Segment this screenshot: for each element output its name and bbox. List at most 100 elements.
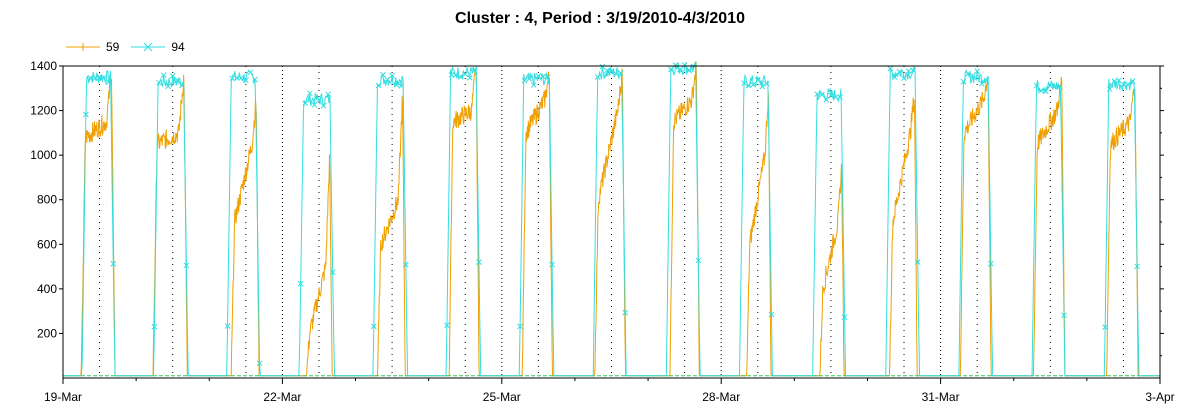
series-94-marker	[151, 323, 158, 330]
series-94-marker	[444, 322, 450, 329]
series-94-marker	[398, 83, 405, 89]
series-94-marker	[325, 91, 331, 98]
legend-swatch-94	[131, 42, 166, 52]
series-94-marker	[370, 323, 377, 330]
series-94-marker	[828, 92, 834, 99]
series-94-marker	[83, 111, 89, 118]
series-94-marker	[608, 68, 615, 75]
series-94-marker	[306, 90, 313, 97]
series-94-marker	[1102, 324, 1109, 330]
series-94-marker	[247, 69, 254, 76]
x-tick-label: 3-Apr	[1145, 390, 1174, 404]
series-94-marker	[759, 83, 766, 90]
series-94-marker	[238, 75, 245, 81]
series-94-marker	[668, 66, 674, 73]
series-94-marker	[229, 75, 235, 82]
series-94-marker	[165, 83, 171, 90]
y-tick-label: 1400	[30, 59, 57, 73]
series-94-marker	[754, 77, 761, 83]
series-94-marker	[233, 75, 240, 81]
y-tick-label: 1200	[30, 104, 57, 118]
series-94-marker	[521, 77, 528, 84]
x-tick-label: 31-Mar	[922, 390, 960, 404]
series-94-marker	[896, 68, 903, 75]
chart-title: Cluster : 4, Period : 3/19/2010-4/3/2010	[455, 10, 745, 27]
series-94-marker	[617, 70, 624, 76]
series-94-marker	[389, 72, 395, 79]
series-94-marker	[544, 74, 551, 81]
series-94-marker	[393, 82, 400, 88]
series-94-marker	[1047, 82, 1054, 89]
series-94-marker	[1033, 82, 1040, 89]
y-tick-label: 600	[37, 237, 57, 251]
axes: 200 400 600 800 1000 1200 1400 19-Mar 22-Mar 25-M…	[30, 59, 1174, 404]
series-94-marker	[905, 68, 912, 74]
series-59-path	[63, 61, 1160, 377]
series-94-marker	[960, 78, 967, 85]
x-tick-label: 25-Mar	[483, 390, 521, 404]
series-94-marker	[320, 102, 327, 109]
series-94-marker	[910, 67, 917, 74]
series-94-marker	[96, 74, 103, 81]
x-tick-label: 28-Mar	[702, 390, 740, 404]
series-94-marker	[256, 360, 263, 367]
series-94-marker	[818, 91, 825, 98]
series-94-marker	[988, 260, 994, 267]
y-tick-label: 400	[37, 282, 57, 296]
legend-label-59: 59	[106, 40, 120, 54]
series-94-marker	[892, 74, 898, 81]
series-94-marker	[686, 67, 693, 74]
series-94-marker	[965, 70, 971, 77]
series-94-marker	[745, 82, 752, 89]
series-94-marker	[252, 76, 258, 83]
series-94-marker	[823, 96, 830, 103]
series-94-marker	[983, 77, 990, 84]
series-94-marker	[110, 260, 117, 267]
series-94-marker	[311, 102, 318, 108]
series-94-marker	[841, 314, 848, 321]
series-94-marker	[695, 257, 702, 264]
series-94-marker	[526, 75, 533, 82]
series-94-marker	[156, 79, 162, 86]
series-94-marker	[402, 261, 409, 268]
series-94-marker	[814, 91, 821, 97]
gridlines	[99, 66, 1124, 378]
x-tick-label: 22-Mar	[263, 390, 301, 404]
series-94-marker	[750, 81, 757, 88]
series-94-marker	[764, 80, 770, 87]
series-94-marker	[677, 66, 683, 73]
legend-item-59: 59	[66, 40, 119, 54]
series-94-marker	[1116, 77, 1122, 84]
series-94-marker	[594, 74, 601, 80]
series-94-marker	[978, 80, 985, 87]
series-94-marker	[457, 74, 464, 80]
series-94-marker	[87, 75, 94, 81]
series-94-marker	[1106, 86, 1113, 92]
series-94-marker	[690, 63, 697, 70]
series-94-marker	[887, 65, 894, 72]
series-94-marker	[471, 67, 478, 74]
series-94-marker	[1111, 78, 1118, 85]
y-tick-label: 1000	[30, 148, 57, 162]
series-94-marker	[302, 100, 309, 107]
series-94-marker	[974, 68, 981, 74]
series-94-marker	[476, 259, 482, 265]
series-94-marker	[178, 82, 185, 89]
series-94-marker	[832, 94, 839, 100]
series-94-marker	[549, 261, 555, 268]
series-94-marker	[1129, 78, 1136, 84]
series-94-marker	[375, 82, 382, 89]
series-94-marker	[622, 309, 629, 316]
series-94-marker	[453, 71, 459, 78]
series-94-marker	[599, 63, 606, 70]
series-94-marker	[92, 75, 98, 82]
series-94-marker	[1120, 81, 1127, 88]
legend-label-94: 94	[171, 40, 185, 54]
series-94-marker	[604, 67, 610, 74]
series-94-path	[63, 61, 1160, 377]
series-94-marker	[1125, 81, 1131, 88]
series-94-marker	[530, 82, 537, 88]
series-94-marker	[613, 70, 619, 77]
series-94-marker	[914, 259, 921, 265]
